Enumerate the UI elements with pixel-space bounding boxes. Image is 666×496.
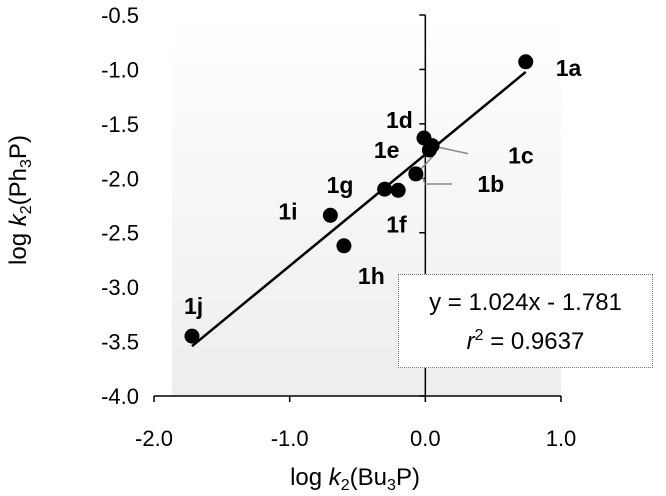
x-tick-label: 1.0 [546, 426, 577, 451]
r-squared: r2 = 0.9637 [466, 327, 585, 355]
point-label-1a: 1a [556, 55, 582, 81]
x-axis-label: log k2(Bu3P) [290, 464, 420, 494]
y-tick-label: -2.5 [101, 221, 139, 246]
fit-line [191, 70, 527, 348]
tick-labels: -0.5 -1.0 -1.5 -2.0 -2.5 -3.0 -3.5 -4.0 -2.0 -1.0… [101, 3, 576, 451]
point-label-1b: 1b [477, 171, 504, 197]
regression-equation: y = 1.024x - 1.781 [429, 289, 622, 316]
y-tick-label: -3.0 [101, 275, 139, 300]
y-tick-label: -2.0 [101, 166, 139, 191]
data-point-1e [408, 166, 424, 182]
point-label-1h: 1h [358, 263, 385, 289]
point-label-1f: 1f [386, 211, 407, 237]
regression-equation-box: y = 1.024x - 1.781 r2 = 0.9637 [398, 274, 653, 368]
fit-line-group [191, 70, 527, 348]
point-label-1g: 1g [327, 172, 354, 198]
point-label-1i: 1i [278, 198, 297, 224]
x-tick-label: -1.0 [271, 426, 309, 451]
y-tick-label: -4.0 [101, 384, 139, 409]
point-label-1j: 1j [184, 293, 203, 319]
data-points [184, 54, 534, 344]
point-label-1c: 1c [508, 143, 534, 169]
y-tick-label: -1.5 [101, 112, 139, 137]
data-point-1g [377, 181, 393, 197]
data-point-1f [390, 182, 406, 198]
y-tick-label: -1.0 [101, 57, 139, 82]
data-point-1h [336, 238, 352, 254]
y-tick-label: -3.5 [101, 330, 139, 355]
data-point-1d [416, 130, 432, 146]
x-tick-label: -2.0 [135, 426, 173, 451]
point-label-1e: 1e [374, 137, 400, 163]
x-tick-label: 0.0 [410, 426, 441, 451]
y-tick-label: -0.5 [101, 3, 139, 28]
data-point-1i [322, 207, 338, 223]
data-point-1j [184, 328, 200, 344]
data-point-1a [518, 54, 534, 70]
y-axis-label: log k2(Ph3P) [5, 135, 35, 265]
point-label-1d: 1d [386, 107, 413, 133]
